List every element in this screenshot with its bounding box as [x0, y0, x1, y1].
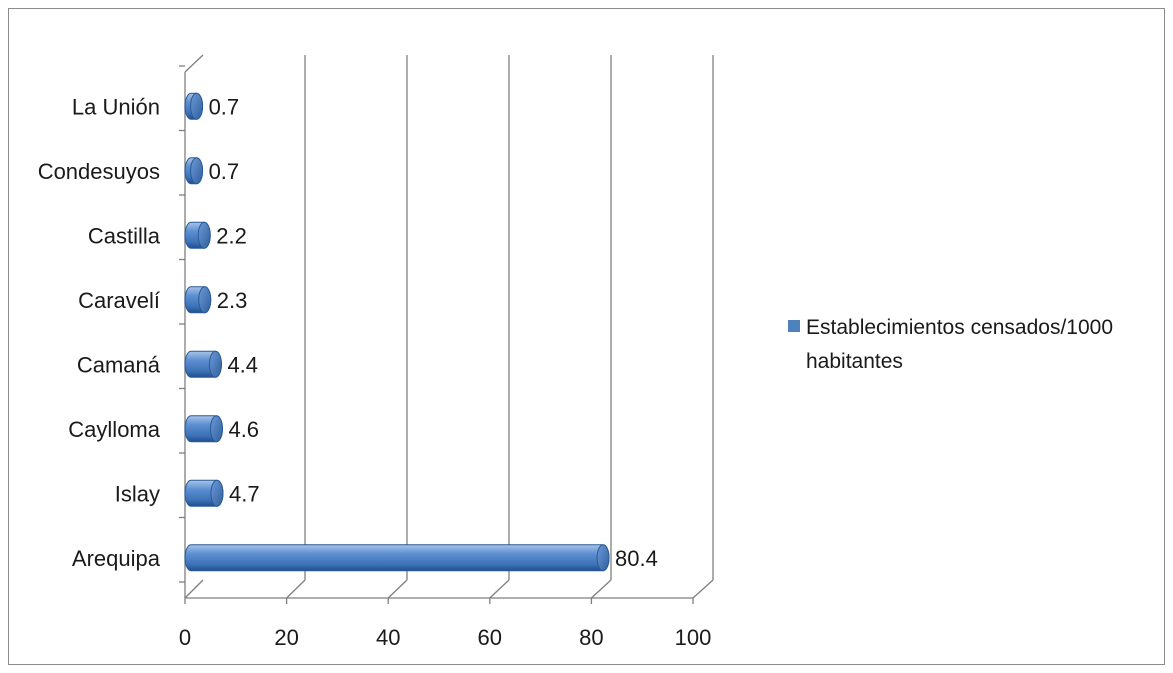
- data-label: 80.4: [615, 546, 658, 571]
- bar-cap: [190, 157, 204, 185]
- data-label: 2.2: [216, 223, 247, 248]
- bar-cap: [190, 92, 204, 120]
- x-tick-label: 0: [179, 625, 191, 650]
- x-tick-label: 80: [579, 625, 603, 650]
- bar-cap: [209, 415, 223, 443]
- category-label: Islay: [115, 481, 160, 506]
- data-label: 0.7: [209, 159, 240, 184]
- bar-cap: [210, 479, 224, 507]
- category-label: Castilla: [88, 223, 161, 248]
- data-label: 4.6: [228, 417, 259, 442]
- grid-layer: [184, 55, 714, 599]
- bar: [184, 92, 204, 120]
- bar: [184, 221, 211, 249]
- data-label: 0.7: [209, 94, 240, 119]
- axis-layer: 0 20 40 60 80 100: [179, 54, 712, 650]
- bar: [184, 479, 224, 507]
- x-tick-label: 60: [478, 625, 502, 650]
- floor-depth-line: [184, 579, 204, 599]
- bar: [184, 157, 204, 185]
- bar-cap: [208, 350, 222, 378]
- x-tick-label: 100: [675, 625, 712, 650]
- floor-depth-line: [692, 579, 714, 599]
- floor-depth-line: [387, 579, 408, 599]
- legend: Establecimientos censados/1000 habitante…: [788, 316, 1113, 373]
- x-tick-label: 20: [274, 625, 298, 650]
- data-label: 4.7: [229, 481, 260, 506]
- category-label: Arequipa: [72, 546, 161, 571]
- floor-depth-line: [590, 579, 612, 599]
- label-layer: Arequipa Islay Caylloma Camaná Caravelí Casti…: [38, 94, 658, 571]
- bar-body: [184, 544, 610, 572]
- bar: [184, 544, 610, 572]
- category-label: La Unión: [72, 94, 160, 119]
- data-label: 4.4: [227, 352, 258, 377]
- bar-layer: [184, 92, 610, 572]
- x-tick-label: 40: [376, 625, 400, 650]
- legend-label-line-2: habitantes: [806, 350, 903, 373]
- category-label: Condesuyos: [38, 159, 160, 184]
- floor-depth-line: [489, 579, 510, 599]
- floor-depth-line: [286, 579, 306, 599]
- category-label: Caylloma: [68, 417, 160, 442]
- category-label: Caravelí: [78, 288, 160, 313]
- bar: [184, 415, 223, 443]
- bar-cap: [197, 221, 211, 249]
- bar: [184, 286, 212, 314]
- bar-cap: [596, 544, 610, 572]
- data-label: 2.3: [217, 288, 248, 313]
- y-axis-depth-line: [184, 54, 204, 73]
- category-label: Camaná: [77, 352, 161, 377]
- bar-cap: [198, 286, 212, 314]
- legend-swatch: [788, 320, 800, 332]
- legend-label-line-1: Establecimientos censados/1000: [806, 316, 1113, 339]
- bar: [184, 350, 222, 378]
